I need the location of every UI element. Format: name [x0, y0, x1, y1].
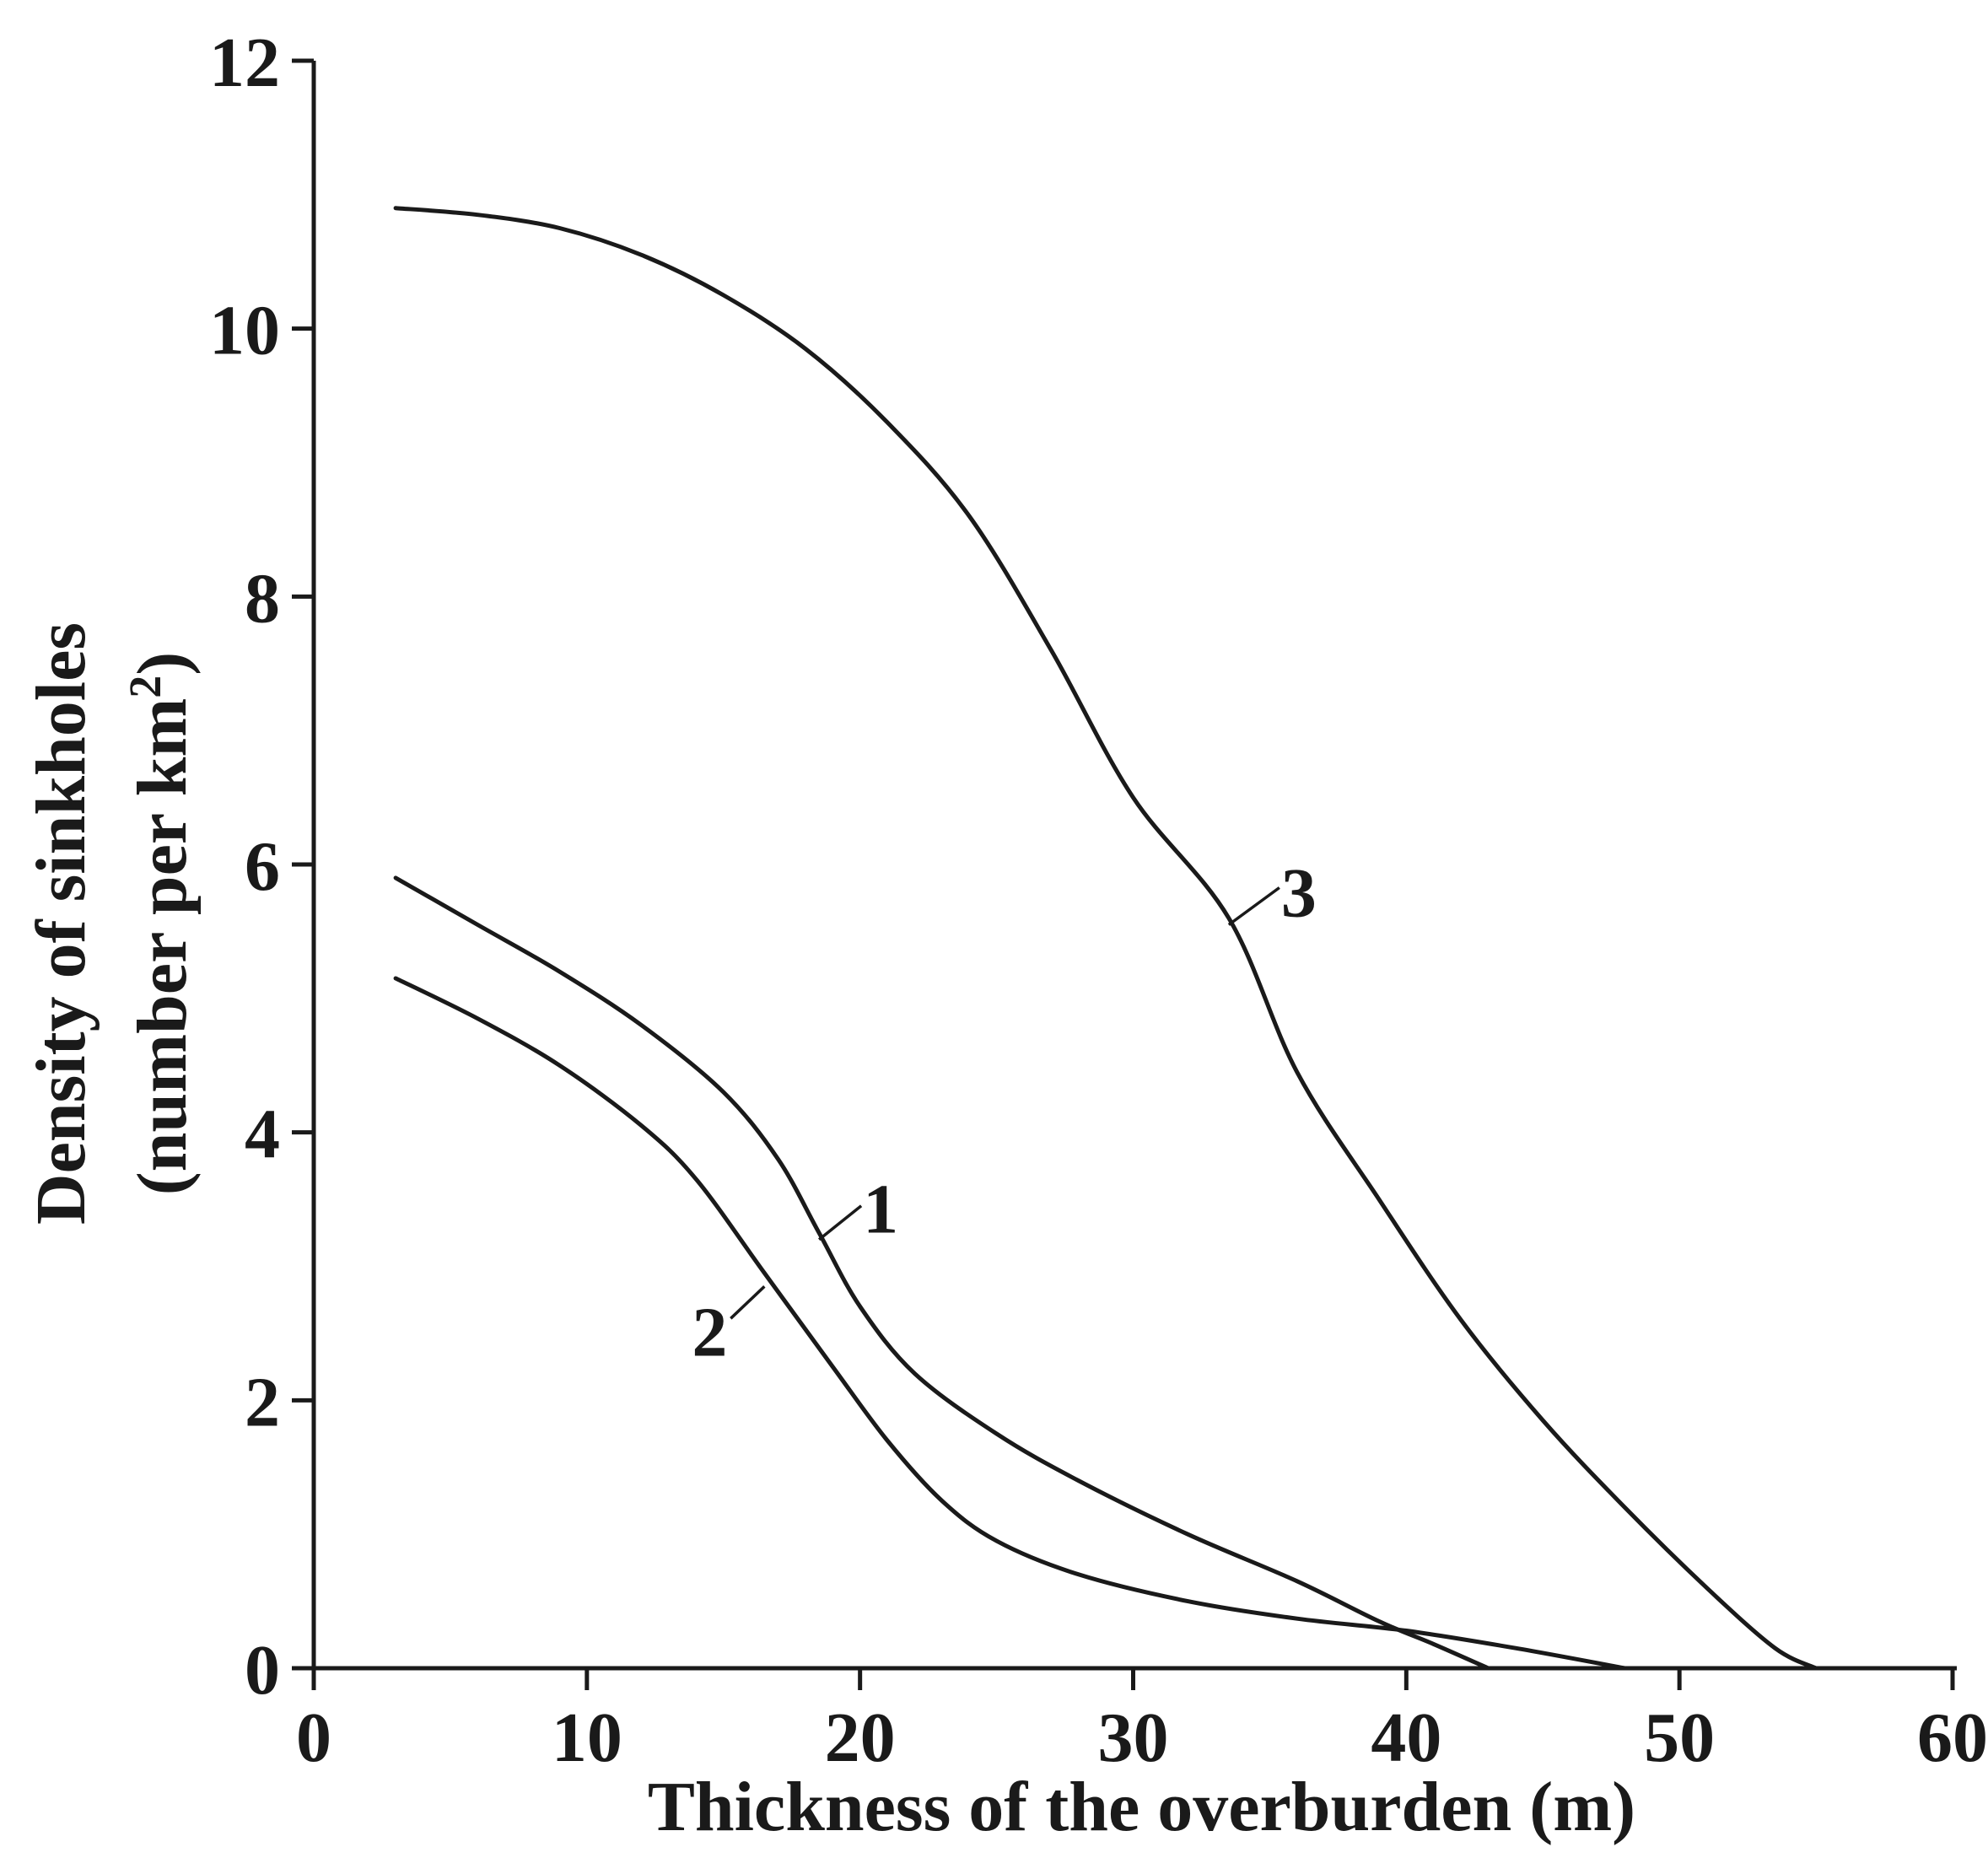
series-line-2 — [393, 976, 1627, 1671]
series-label-3: 3 — [1281, 854, 1317, 932]
y-tick-label: 10 — [209, 292, 280, 370]
x-axis-title: Thickness of the overburden (m) — [648, 1768, 1635, 1846]
y-axis-title-unit: (number per km — [123, 698, 202, 1196]
y-axis-title-superscript: 2 — [120, 676, 170, 698]
y-axis-title-close: ) — [123, 652, 202, 676]
series-line-3 — [393, 206, 1818, 1671]
series-line-1 — [393, 875, 1490, 1671]
y-tick-label: 6 — [245, 827, 280, 906]
x-tick-label: 30 — [1098, 1699, 1169, 1777]
series-label-2: 2 — [692, 1293, 727, 1371]
y-tick-label: 2 — [245, 1363, 280, 1441]
data-series — [393, 206, 1818, 1671]
x-tick-label: 50 — [1644, 1699, 1715, 1777]
series-label-1: 1 — [863, 1171, 898, 1249]
y-axis-title: Density of sinkholes (number per km2) — [22, 622, 202, 1225]
x-tick-label: 0 — [296, 1699, 331, 1777]
y-tick-label: 12 — [209, 24, 280, 102]
x-tick-label: 40 — [1371, 1699, 1441, 1777]
series-leader-1 — [817, 1204, 863, 1241]
y-tick-label: 8 — [245, 559, 280, 638]
y-axis-title-line-1: Density of sinkholes — [22, 622, 100, 1225]
series-leader-2 — [730, 1285, 766, 1320]
y-axis-title-line-2: (number per km2) — [120, 652, 202, 1196]
x-tick-label: 20 — [825, 1699, 896, 1777]
x-tick-label: 60 — [1917, 1699, 1988, 1777]
series-leader-3 — [1227, 886, 1280, 926]
y-tick-label: 0 — [245, 1631, 280, 1710]
x-tick-label: 10 — [552, 1699, 622, 1777]
axes — [311, 61, 1957, 1671]
tick-marks — [292, 58, 1955, 1690]
series-labels: 1 2 3 — [692, 854, 1317, 1371]
y-tick-label: 4 — [245, 1096, 280, 1174]
